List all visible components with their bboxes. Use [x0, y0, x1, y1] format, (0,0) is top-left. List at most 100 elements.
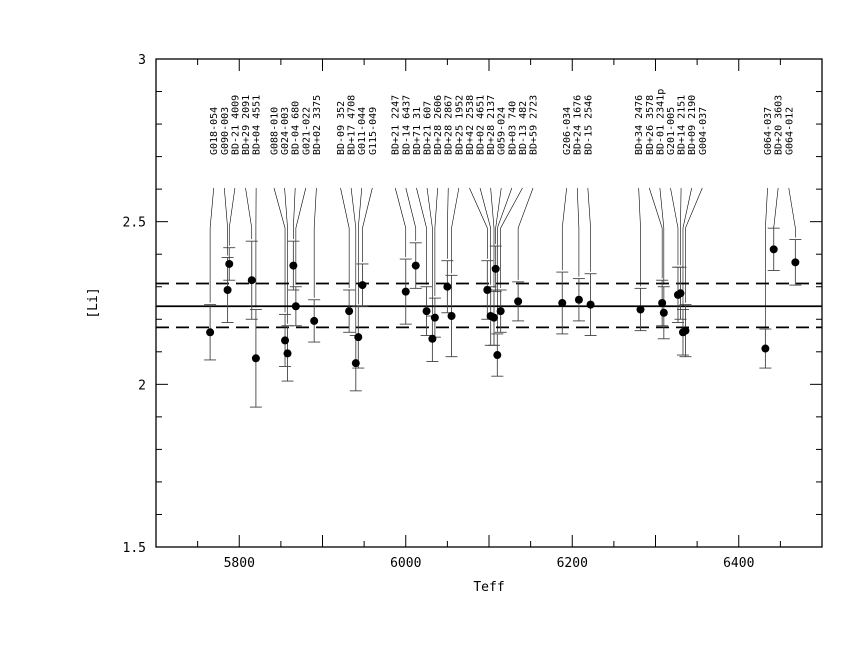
callout-line: [293, 187, 296, 240]
callout-line: [517, 187, 534, 280]
data-point: [291, 302, 300, 311]
star-label: BD+20 3603: [774, 95, 785, 155]
callout-line: [273, 187, 286, 313]
data-point: [223, 285, 232, 294]
star-label: G004-037: [698, 107, 709, 155]
callout-line: [648, 187, 663, 279]
star-label: BD-21 4009: [230, 95, 241, 155]
star-label: BD+21 607: [423, 101, 434, 155]
callout-line: [357, 187, 363, 305]
reference-lines: [156, 282, 822, 329]
x-tick-label: 5800: [224, 556, 255, 571]
star-label: G018-054: [209, 107, 220, 155]
data-point: [496, 307, 505, 316]
star-label: G059-024: [497, 107, 508, 155]
data-point: [358, 281, 367, 290]
data-point: [411, 261, 420, 270]
star-label: BD+28 2606: [433, 95, 444, 155]
data-point: [281, 336, 290, 345]
y-tick-label: 3: [138, 53, 146, 68]
data-point: [428, 334, 437, 343]
x-tick-label: 6000: [390, 556, 421, 571]
star-label: BD+34 2476: [634, 95, 645, 155]
callout-line: [773, 187, 779, 229]
callout-line: [362, 187, 373, 262]
callout-line: [228, 187, 236, 246]
star-label: BD+28 2137: [486, 95, 497, 155]
callout-line: [490, 187, 495, 288]
star-label: BD+09 2190: [687, 95, 698, 155]
x-axis-title: Teff: [473, 580, 504, 595]
star-label: G115-049: [368, 107, 379, 155]
data-point: [558, 299, 567, 307]
star-label: BD+26 3578: [645, 95, 656, 155]
star-label: BD-04 680: [291, 101, 302, 155]
data-point: [401, 287, 410, 296]
star-label: BD+21 2247: [391, 95, 402, 155]
x-tick-label: 6200: [557, 556, 588, 571]
callout-line: [685, 187, 703, 303]
data-point: [251, 354, 260, 363]
axis-tick-labels: 5800 6000 6200 6400 1.5 2 2.5 3: [123, 53, 755, 571]
star-labels: G018-054 G090-003 BD-21 4009 BD+29 2091 BD+0…: [209, 89, 795, 155]
callout-line: [788, 187, 796, 238]
star-label: BD+03 740: [507, 101, 518, 155]
data-point: [676, 289, 685, 298]
star-label: BD+24 1676: [573, 95, 584, 155]
data-point: [769, 245, 778, 254]
star-label: G090-003: [220, 107, 231, 155]
star-label: BD+42 2538: [465, 95, 476, 155]
star-label: BD+17 4708: [347, 95, 358, 155]
y-tick-label: 2.5: [123, 216, 146, 231]
data-point: [283, 349, 292, 358]
callout-line: [313, 187, 317, 298]
star-label: BD+14 2151: [677, 95, 688, 155]
callout-line: [451, 187, 460, 274]
star-label: G021-022: [301, 107, 312, 155]
star-label: BD+04 4551: [252, 95, 263, 155]
data-point: [351, 359, 360, 368]
callout-line: [670, 187, 679, 266]
data-point: [791, 258, 800, 267]
callout-line: [659, 187, 665, 285]
star-label: G011-044: [357, 107, 368, 155]
callout-line: [576, 187, 580, 277]
callout-line: [587, 187, 591, 272]
callout-line: [447, 187, 449, 259]
star-label: BD-15 2546: [583, 95, 594, 155]
star-label: BD-13 482: [518, 101, 529, 155]
axis-ticks: [155, 58, 823, 548]
data-point: [225, 259, 234, 268]
data-point: [430, 313, 439, 322]
callout-line: [765, 187, 768, 328]
data-point: [310, 316, 319, 325]
star-label: G064-012: [784, 107, 795, 155]
callout-line: [284, 187, 288, 324]
data-point: [574, 295, 583, 304]
data-point: [443, 282, 452, 291]
star-label: BD+02 3375: [312, 95, 323, 155]
data-point: [447, 312, 456, 321]
star-label: BD+02 4651: [476, 95, 487, 155]
star-label: G206-034: [562, 107, 573, 155]
callout-line: [350, 187, 357, 334]
callout-line: [500, 187, 523, 288]
callout-line: [209, 187, 215, 303]
star-label: G088-010: [269, 107, 280, 155]
callout-line: [680, 187, 682, 266]
star-label: BD+59 2723: [529, 95, 540, 155]
callout-line: [495, 187, 502, 245]
y-tick-label: 1.5: [123, 541, 146, 556]
data-point: [206, 328, 215, 337]
callout-line: [295, 187, 307, 285]
callout-line: [682, 187, 692, 308]
callout-line: [340, 187, 350, 288]
x-tick-label: 6400: [723, 556, 754, 571]
star-label: BD-09 352: [336, 101, 347, 155]
callout-line: [497, 187, 513, 332]
data-point: [493, 351, 502, 360]
star-label: G201-005: [666, 107, 677, 155]
star-label: BD+29 2091: [241, 95, 252, 155]
data-point: [514, 297, 523, 306]
